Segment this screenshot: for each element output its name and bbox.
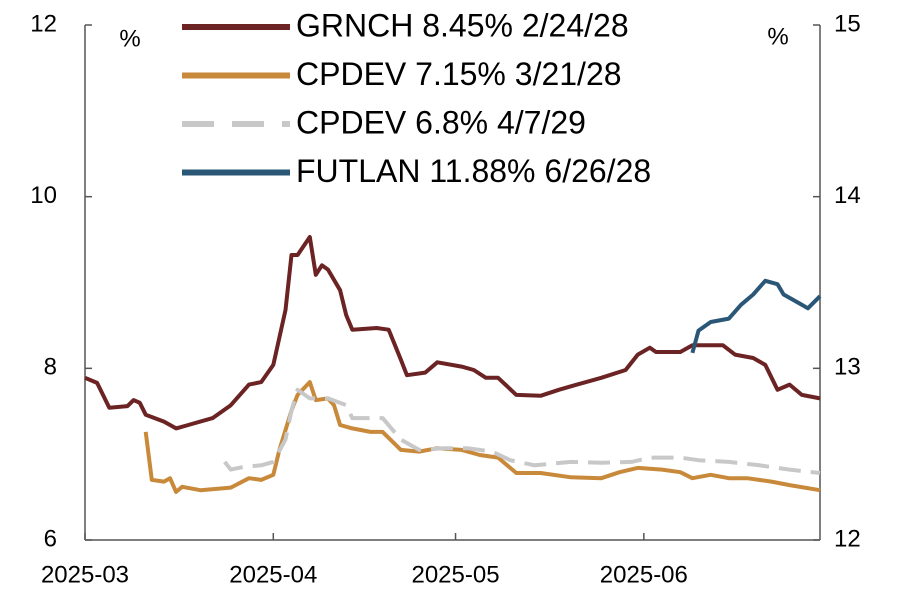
y-axis-label: % — [119, 25, 140, 52]
x-tick-label: 2025-04 — [229, 561, 317, 588]
y2-tick-label: 14 — [834, 182, 861, 209]
y-tick-label: 10 — [30, 182, 57, 209]
legend-label: GRNCH 8.45% 2/24/28 — [296, 7, 629, 43]
legend-label: CPDEV 6.8% 4/7/29 — [296, 104, 586, 140]
series-line — [143, 380, 821, 494]
y-tick-label: 6 — [44, 525, 57, 552]
y2-tick-label: 15 — [834, 10, 861, 37]
y2-axis-label: % — [767, 23, 788, 50]
y2-tick-label: 13 — [834, 354, 861, 381]
series-line — [690, 278, 822, 354]
x-tick-label: 2025-05 — [411, 561, 499, 588]
x-tick-label: 2025-06 — [600, 561, 688, 588]
series-line — [84, 235, 821, 431]
y-tick-label: 8 — [44, 354, 57, 381]
series-line — [223, 387, 821, 475]
y2-tick-label: 12 — [834, 525, 861, 552]
legend-label: FUTLAN 11.88% 6/26/28 — [296, 153, 651, 189]
y-tick-label: 12 — [30, 10, 57, 37]
legend-label: CPDEV 7.15% 3/21/28 — [296, 56, 622, 92]
x-tick-label: 2025-03 — [41, 561, 129, 588]
